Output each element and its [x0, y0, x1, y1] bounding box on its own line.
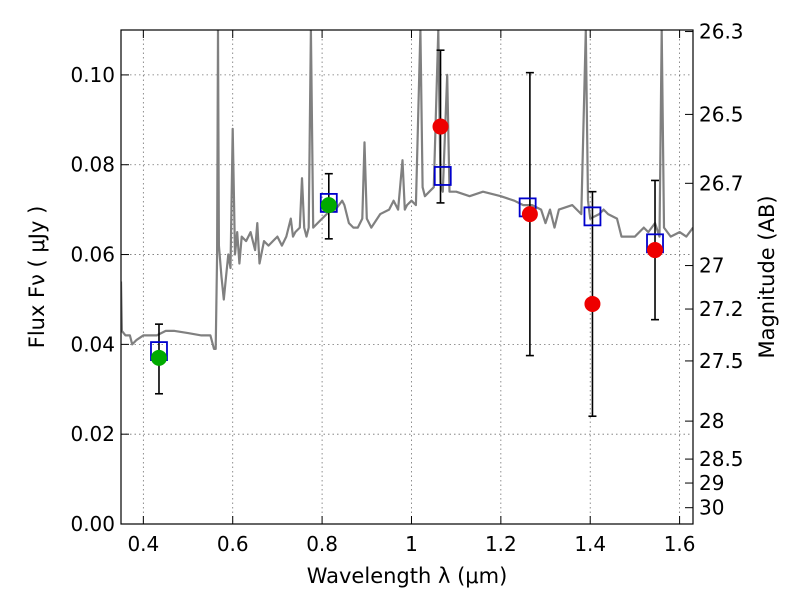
template-spectrum-line: [121, 30, 693, 350]
y-tick-label: 0.02: [70, 422, 115, 446]
magnitude-tick-label: 27: [699, 254, 724, 278]
y-axis-label: Flux Fν ( μJy ): [25, 206, 49, 349]
model-photometry-box: [433, 166, 452, 186]
x-tick-label: 1.4: [574, 532, 606, 556]
magnitude-tick-label: 27.2: [699, 297, 744, 321]
magnitude-tick-label: 28.5: [699, 447, 744, 471]
upper-limit-point: [647, 242, 664, 259]
magnitude-tick-label: 28: [699, 409, 724, 433]
magnitude-tick-label: 29: [699, 471, 724, 495]
upper-limit-point: [521, 206, 538, 223]
data-layer: [121, 30, 693, 418]
detection-point: [150, 349, 167, 366]
y-tick-label: 0.04: [70, 332, 115, 356]
x-axis-label: Wavelength λ (μm): [307, 564, 508, 588]
y-tick-label: 0.08: [70, 153, 115, 177]
upper-limit-point: [432, 118, 449, 135]
detection-point: [320, 197, 337, 214]
ticks: 0.4 0.6 0.8 1 1.2 1.4 1.6 0.00 0.02 0.04 0.06 0.08 0…: [70, 20, 743, 556]
magnitude-axis-label: Magnitude (AB): [755, 195, 779, 358]
magnitude-tick-label: 26.5: [699, 102, 744, 126]
magnitude-tick-label: 26.3: [699, 20, 744, 44]
x-tick-label: 1: [405, 532, 418, 556]
x-tick-label: 0.6: [217, 532, 249, 556]
magnitude-tick-label: 26.7: [699, 171, 744, 195]
x-tick-label: 0.8: [306, 532, 338, 556]
x-tick-label: 0.4: [127, 532, 159, 556]
magnitude-tick-label: 27.5: [699, 349, 744, 373]
y-tick-label: 0.00: [70, 512, 115, 536]
magnitude-tick-label: 30: [699, 496, 724, 520]
upper-limit-point: [584, 295, 601, 312]
y-tick-label: 0.10: [70, 63, 115, 87]
y-tick-label: 0.06: [70, 243, 115, 267]
grid: [121, 30, 693, 524]
plot-frame: [120, 29, 694, 525]
x-tick-label: 1.2: [485, 532, 517, 556]
x-tick-label: 1.6: [664, 532, 696, 556]
model-photometry-box: [583, 206, 602, 227]
